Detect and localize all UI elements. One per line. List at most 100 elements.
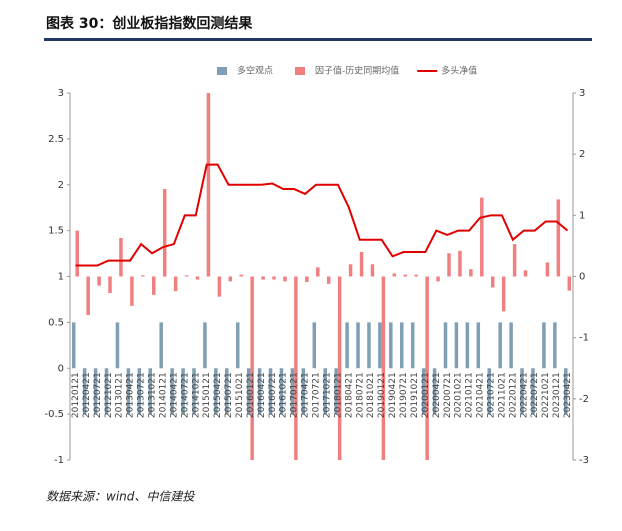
x-tick-label: 20131021	[148, 372, 158, 418]
bar	[316, 267, 320, 277]
legend-label: 因子值-历史同期均值	[315, 65, 399, 77]
bar	[367, 322, 371, 369]
bar	[170, 368, 174, 415]
x-tick-label: 20170721	[312, 372, 322, 418]
bar	[184, 275, 189, 277]
bar	[389, 322, 393, 369]
bar	[104, 368, 109, 415]
bar	[378, 322, 382, 369]
bar	[403, 274, 408, 277]
bar	[235, 322, 240, 369]
bar	[421, 368, 426, 415]
bar	[141, 275, 145, 277]
legend-label: 多空观点	[237, 65, 273, 77]
y-tick-label: 2	[58, 180, 64, 191]
bar	[239, 274, 243, 277]
bar	[192, 368, 196, 415]
x-tick-label: 20190121	[377, 372, 387, 418]
bar	[400, 322, 404, 369]
y2-tick-label: 1	[579, 210, 585, 221]
bar	[312, 322, 317, 369]
bar	[206, 93, 211, 277]
bar	[523, 270, 528, 277]
line	[75, 163, 569, 267]
x-tick-label: 20170421	[301, 372, 311, 418]
y-tick-label: -0.5	[44, 409, 64, 420]
x-tick-label: 20150121	[202, 372, 212, 418]
bar	[268, 368, 273, 415]
bar	[465, 322, 470, 369]
bar	[487, 368, 491, 415]
bar	[71, 322, 76, 369]
x-tick-label: 20220421	[519, 372, 529, 418]
bar	[97, 276, 101, 286]
x-tick-label: 20200121	[421, 372, 431, 418]
legend-swatch	[295, 67, 306, 75]
bar	[553, 322, 557, 369]
bar	[545, 262, 550, 277]
bar	[356, 322, 360, 369]
bar	[181, 368, 185, 415]
bar	[75, 230, 79, 277]
bar	[454, 322, 459, 369]
bar	[509, 322, 513, 369]
bar	[432, 368, 437, 415]
x-tick-label: 20130721	[137, 372, 147, 418]
x-tick-label: 20221021	[541, 372, 551, 418]
bar	[498, 322, 502, 369]
x-tick-label: 20210721	[486, 372, 496, 418]
bar	[130, 276, 134, 306]
y-tick-label: -1	[54, 455, 64, 466]
bar	[283, 276, 287, 282]
y-tick-label: 0	[58, 363, 64, 374]
bar	[115, 322, 120, 369]
bar	[345, 322, 349, 369]
bar	[217, 276, 222, 297]
source: 数据来源：wind、中信建投	[46, 490, 195, 504]
x-tick-label: 20211021	[497, 372, 507, 418]
bar	[137, 368, 142, 415]
y2-tick-label: -2	[579, 394, 589, 405]
bar	[392, 273, 397, 277]
legend-swatch	[217, 67, 227, 75]
x-tick-label: 20161021	[279, 372, 289, 418]
x-tick-label: 20140421	[169, 372, 179, 418]
bar	[476, 322, 481, 369]
bar	[348, 264, 353, 277]
y-tick-label: 1	[58, 272, 64, 283]
bar	[294, 276, 298, 460]
bar	[119, 237, 123, 277]
x-tick-label: 20160421	[257, 372, 267, 418]
bar	[246, 368, 251, 415]
bar	[556, 199, 561, 277]
x-tick-label: 20160121	[246, 372, 256, 418]
bar	[152, 276, 156, 295]
bar	[159, 322, 163, 369]
x-tick-label: 20140121	[158, 372, 168, 418]
bar	[225, 368, 229, 415]
bar	[381, 276, 386, 460]
x-tick-label: 20180121	[333, 372, 343, 418]
y-tick-label: 2.5	[48, 134, 64, 145]
x-tick-label: 20190721	[399, 372, 409, 418]
bar	[214, 368, 218, 415]
y-tick-label: 1.5	[48, 226, 64, 237]
x-tick-label: 20141021	[191, 372, 201, 418]
bar	[480, 197, 484, 277]
bar	[162, 189, 167, 277]
bar	[337, 276, 342, 460]
bar	[257, 368, 262, 415]
x-tick-label: 20210121	[465, 372, 475, 418]
x-tick-label: 20151021	[235, 372, 245, 418]
x-tick-label: 20181021	[366, 372, 376, 418]
x-tick-label: 20200721	[443, 372, 453, 418]
bar	[469, 269, 473, 277]
bar	[108, 276, 112, 294]
bar	[126, 368, 131, 415]
bar	[359, 252, 364, 277]
bar	[370, 264, 375, 277]
bar	[501, 276, 506, 312]
bar	[305, 276, 309, 283]
x-tick-label: 20150721	[224, 372, 234, 418]
x-tick-label: 20170121	[290, 372, 300, 418]
